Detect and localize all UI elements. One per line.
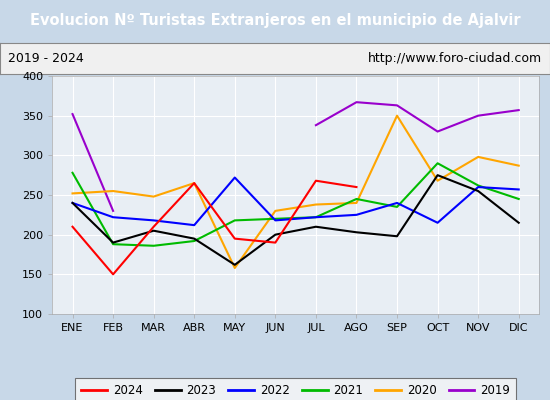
Legend: 2024, 2023, 2022, 2021, 2020, 2019: 2024, 2023, 2022, 2021, 2020, 2019 [75,378,516,400]
Text: http://www.foro-ciudad.com: http://www.foro-ciudad.com [367,52,542,65]
Text: 2019 - 2024: 2019 - 2024 [8,52,84,65]
Text: Evolucion Nº Turistas Extranjeros en el municipio de Ajalvir: Evolucion Nº Turistas Extranjeros en el … [30,14,520,28]
